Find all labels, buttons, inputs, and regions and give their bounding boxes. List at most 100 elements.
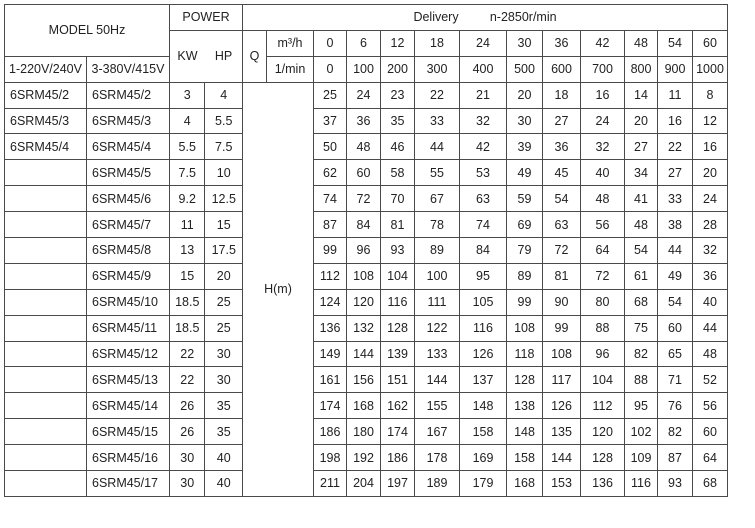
head-value-cell: 158 [459, 418, 507, 446]
hp-cell: 4 [204, 81, 243, 109]
model-1ph-cell [4, 288, 87, 316]
head-value-cell: 74 [313, 185, 347, 213]
flow-lmin-cell: 200 [380, 55, 415, 83]
head-value-cell: 27 [657, 159, 693, 187]
flow-lmin-cell: 900 [657, 55, 693, 83]
head-value-cell: 70 [380, 185, 415, 213]
kw-cell: 18.5 [168, 314, 206, 342]
head-value-cell: 82 [624, 340, 658, 368]
head-value-cell: 95 [459, 262, 507, 290]
head-value-cell: 21 [459, 81, 507, 109]
head-value-cell: 14 [624, 81, 658, 109]
hp-cell: 20 [204, 262, 243, 290]
header-row-1: MODEL 50Hz POWER Delivery n-2850r/min [4, 4, 728, 57]
head-value-cell: 63 [542, 211, 581, 239]
head-value-cell: 132 [346, 314, 381, 342]
kw-cell: 3 [168, 81, 206, 109]
head-value-cell: 79 [506, 237, 543, 264]
model-3ph-cell: 6SRM45/13 [86, 366, 170, 394]
table-row: 6SRM45/4 6SRM45/4 5.5 7.5 50 48 46 44 42 39 36 32 27… [4, 133, 728, 161]
head-value-cell: 32 [580, 133, 625, 161]
pump-performance-table: MODEL 50Hz POWER Delivery n-2850r/min KW… [4, 4, 728, 497]
head-value-cell: 37 [313, 107, 347, 135]
head-value-cell: 162 [380, 392, 415, 420]
head-value-cell: 40 [580, 159, 625, 187]
model-3ph-cell: 6SRM45/7 [86, 211, 170, 239]
model-3ph-cell: 6SRM45/14 [86, 392, 170, 420]
flow-lmin-cell: 300 [414, 55, 460, 83]
flow-m3h-cell: 54 [657, 29, 693, 57]
head-value-cell: 111 [414, 288, 460, 316]
head-value-cell: 49 [506, 159, 543, 187]
head-value-cell: 75 [624, 314, 658, 342]
head-value-cell: 136 [580, 470, 625, 497]
table-row: 6SRM45/12 22 30 149 144 139 133 126 118 108 96 82 65… [4, 340, 728, 368]
head-value-cell: 48 [580, 185, 625, 213]
head-value-cell: 151 [380, 366, 415, 394]
head-value-cell: 117 [542, 366, 581, 394]
flow-m3h-cell: 42 [580, 29, 625, 57]
kw-cell: 18.5 [168, 288, 206, 316]
head-value-cell: 189 [414, 470, 460, 497]
flow-m3h-cell: 18 [414, 29, 460, 57]
head-value-cell: 144 [346, 340, 381, 368]
head-value-cell: 108 [542, 340, 581, 368]
model-3ph-cell: 6SRM45/5 [86, 159, 170, 187]
head-value-cell: 32 [692, 237, 728, 264]
head-value-cell: 161 [313, 366, 347, 394]
model-3ph-cell: 6SRM45/3 [86, 107, 170, 135]
head-value-cell: 108 [506, 314, 543, 342]
head-value-cell: 174 [313, 392, 347, 420]
model-1ph-cell: 6SRM45/2 [4, 81, 87, 109]
head-value-cell: 198 [313, 444, 347, 472]
model-3ph-cell: 6SRM45/16 [86, 444, 170, 472]
flow-lmin-cell: 400 [459, 55, 507, 83]
model-1ph-cell [4, 159, 87, 187]
head-value-cell: 39 [506, 133, 543, 161]
head-value-cell: 87 [313, 211, 347, 239]
head-value-cell: 102 [624, 418, 658, 446]
head-value-cell: 63 [459, 185, 507, 213]
head-value-cell: 23 [380, 81, 415, 109]
head-value-cell: 120 [580, 418, 625, 446]
flow-m3h-cell: 30 [506, 29, 543, 57]
model-1ph-cell [4, 314, 87, 342]
head-value-cell: 22 [414, 81, 460, 109]
kw-cell: 30 [168, 444, 206, 472]
head-value-cell: 96 [346, 237, 381, 264]
head-value-cell: 136 [313, 314, 347, 342]
table-body: MODEL 50Hz POWER Delivery n-2850r/min KW… [4, 4, 728, 497]
table-row: 6SRM45/6 9.2 12.5 74 72 70 67 63 59 54 48 41 33 24 [4, 185, 728, 213]
head-value-cell: 80 [580, 288, 625, 316]
head-value-cell: 20 [624, 107, 658, 135]
head-value-cell: 46 [380, 133, 415, 161]
hp-cell: 30 [204, 366, 243, 394]
head-value-cell: 138 [506, 392, 543, 420]
flow-lmin-cell: 700 [580, 55, 625, 83]
model-1ph-cell [4, 340, 87, 368]
kw-cell: 13 [168, 237, 206, 264]
head-value-cell: 82 [657, 418, 693, 446]
head-value-cell: 16 [692, 133, 728, 161]
head-value-cell: 192 [346, 444, 381, 472]
head-value-cell: 27 [624, 133, 658, 161]
head-value-cell: 178 [414, 444, 460, 472]
table-row: 6SRM45/14 26 35 174 168 162 155 148 138 126 112 95 7… [4, 392, 728, 420]
head-value-cell: 24 [692, 185, 728, 213]
head-value-cell: 44 [692, 314, 728, 342]
hp-cell: 15 [204, 211, 243, 239]
head-value-cell: 44 [657, 237, 693, 264]
hp-cell: 10 [204, 159, 243, 187]
head-value-cell: 65 [657, 340, 693, 368]
head-value-cell: 72 [580, 262, 625, 290]
head-value-cell: 18 [542, 81, 581, 109]
head-value-cell: 54 [542, 185, 581, 213]
model-1ph-cell [4, 444, 87, 472]
head-value-cell: 40 [692, 288, 728, 316]
table-row: 6SRM45/13 22 30 161 156 151 144 137 128 117 104 88 7… [4, 366, 728, 394]
head-value-cell: 22 [657, 133, 693, 161]
head-value-cell: 133 [414, 340, 460, 368]
head-value-cell: 84 [346, 211, 381, 239]
header-row-flow-m3h: KW HP Q m³/h 0 6 12 18 24 30 36 42 48 54 60 [5, 29, 728, 83]
model-3ph-cell: 6SRM45/8 [86, 237, 170, 264]
